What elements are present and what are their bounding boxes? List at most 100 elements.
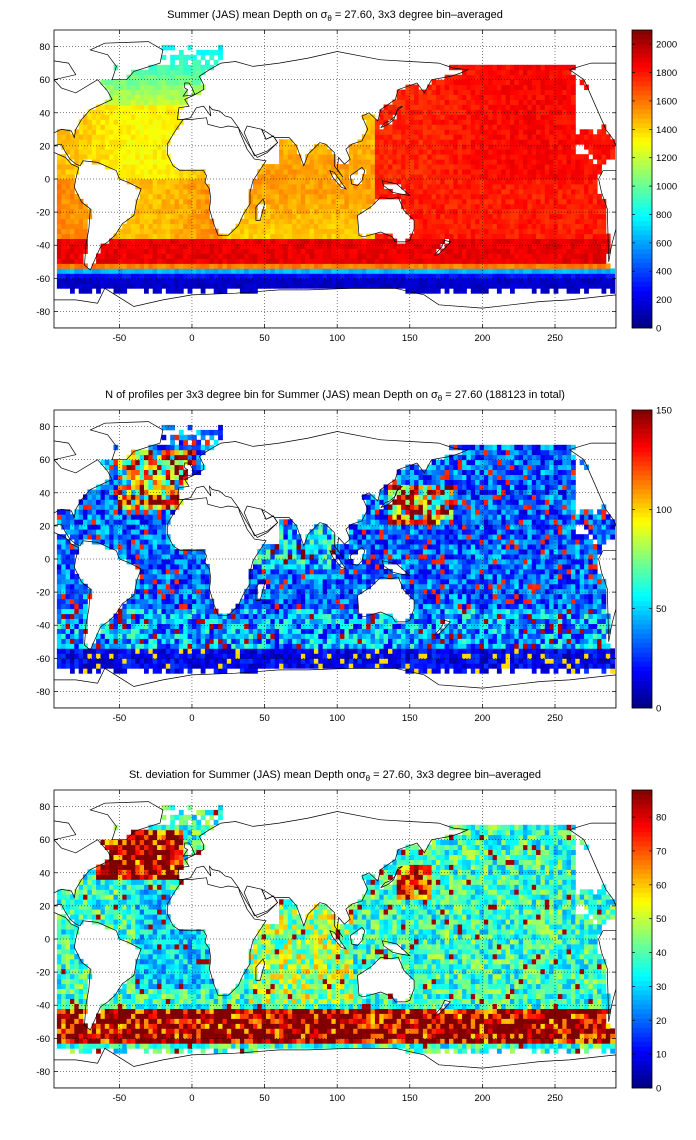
heatmap-cell <box>601 283 607 289</box>
heatmap-cell <box>562 89 568 95</box>
heatmap-cell <box>414 154 419 160</box>
heatmap-cell <box>405 94 411 100</box>
heatmap-cell <box>340 238 345 244</box>
heatmap-cell <box>78 203 84 210</box>
heatmap-cell <box>183 203 188 210</box>
heatmap-cell <box>579 278 585 284</box>
heatmap-cell <box>462 179 467 185</box>
heatmap-cell <box>161 44 167 51</box>
heatmap-cell <box>139 588 145 595</box>
heatmap-cell <box>518 263 524 269</box>
heatmap-cell <box>571 129 576 135</box>
heatmap-cell <box>370 154 376 160</box>
heatmap-cell <box>610 278 615 284</box>
heatmap-cell <box>361 188 367 195</box>
heatmap-cell <box>56 218 62 225</box>
heatmap-cell <box>244 238 249 244</box>
heatmap-cell <box>510 114 515 120</box>
heatmap-cell <box>409 248 415 254</box>
heatmap-cell <box>205 59 210 66</box>
heatmap-cell <box>335 169 341 175</box>
heatmap-cell <box>200 278 206 284</box>
heatmap-cell <box>104 109 110 115</box>
heatmap-cell <box>396 124 402 130</box>
heatmap-cell <box>74 623 80 629</box>
heatmap-cell <box>222 243 228 249</box>
coastline <box>598 170 616 262</box>
heatmap-cell <box>514 89 520 95</box>
heatmap-cell <box>283 193 289 200</box>
heatmap-cell <box>340 198 345 205</box>
heatmap-cell <box>91 144 97 150</box>
heatmap-cell <box>157 169 162 175</box>
heatmap-cell <box>205 203 210 210</box>
heatmap-cell <box>61 129 67 135</box>
heatmap-cell <box>440 203 446 210</box>
heatmap-cell <box>148 69 154 76</box>
heatmap-cell <box>444 198 450 205</box>
heatmap-cell <box>374 263 380 269</box>
heatmap-cell <box>449 124 454 130</box>
heatmap-cell <box>70 243 75 249</box>
heatmap-cell <box>531 114 537 120</box>
heatmap-cell <box>571 218 576 225</box>
heatmap-cell <box>144 213 149 220</box>
heatmap-cell <box>165 99 171 105</box>
heatmap-cell <box>187 288 193 294</box>
heatmap-cell <box>536 159 541 165</box>
heatmap-cell <box>514 198 520 205</box>
heatmap-cell <box>479 288 485 294</box>
heatmap-cell <box>96 514 101 520</box>
heatmap-cell <box>492 283 498 289</box>
heatmap-cell <box>566 139 572 145</box>
heatmap-cell <box>113 638 119 644</box>
heatmap-cell <box>322 283 328 289</box>
heatmap-cell <box>557 79 563 86</box>
heatmap-cell <box>78 593 84 600</box>
heatmap-cell <box>87 489 93 495</box>
heatmap-cell <box>183 184 188 190</box>
heatmap-cell <box>226 278 232 284</box>
heatmap-cell <box>200 193 206 200</box>
heatmap-cell <box>527 263 533 269</box>
heatmap-cell <box>553 228 559 235</box>
heatmap-cell <box>588 213 594 220</box>
heatmap-cell <box>453 174 459 180</box>
heatmap-cell <box>479 193 485 200</box>
heatmap-cell <box>313 174 319 180</box>
heatmap-cell <box>152 268 158 274</box>
heatmap-cell <box>348 213 354 220</box>
heatmap-cell <box>96 159 101 165</box>
heatmap-cell <box>78 208 84 215</box>
heatmap-cell <box>313 243 319 249</box>
heatmap-cell <box>117 233 123 239</box>
heatmap-cell <box>540 129 546 135</box>
heatmap-cell <box>562 233 568 239</box>
heatmap-cell <box>327 164 332 170</box>
heatmap-cell <box>126 278 132 284</box>
heatmap-cell <box>192 198 197 205</box>
heatmap-cell <box>296 198 302 205</box>
heatmap-cell <box>183 99 188 105</box>
heatmap-cell <box>200 203 206 210</box>
heatmap-cell <box>588 273 594 279</box>
heatmap-cell <box>61 509 67 515</box>
heatmap-cell <box>353 253 358 259</box>
heatmap-cell <box>353 228 358 235</box>
heatmap-cell <box>305 184 310 190</box>
heatmap-cell <box>597 223 602 230</box>
heatmap-cell <box>501 213 507 220</box>
heatmap-cell <box>296 258 302 264</box>
heatmap-cell <box>331 243 337 249</box>
heatmap-cell <box>383 238 389 244</box>
heatmap-cell <box>510 164 515 170</box>
heatmap-cell <box>584 248 589 254</box>
heatmap-cell <box>70 258 75 264</box>
heatmap-cell <box>379 134 385 140</box>
heatmap-cell <box>544 114 550 120</box>
heatmap-cell <box>479 283 485 289</box>
heatmap-cell <box>61 524 67 530</box>
heatmap-cell <box>414 233 419 239</box>
heatmap-cell <box>322 208 328 215</box>
heatmap-cell <box>453 213 459 220</box>
